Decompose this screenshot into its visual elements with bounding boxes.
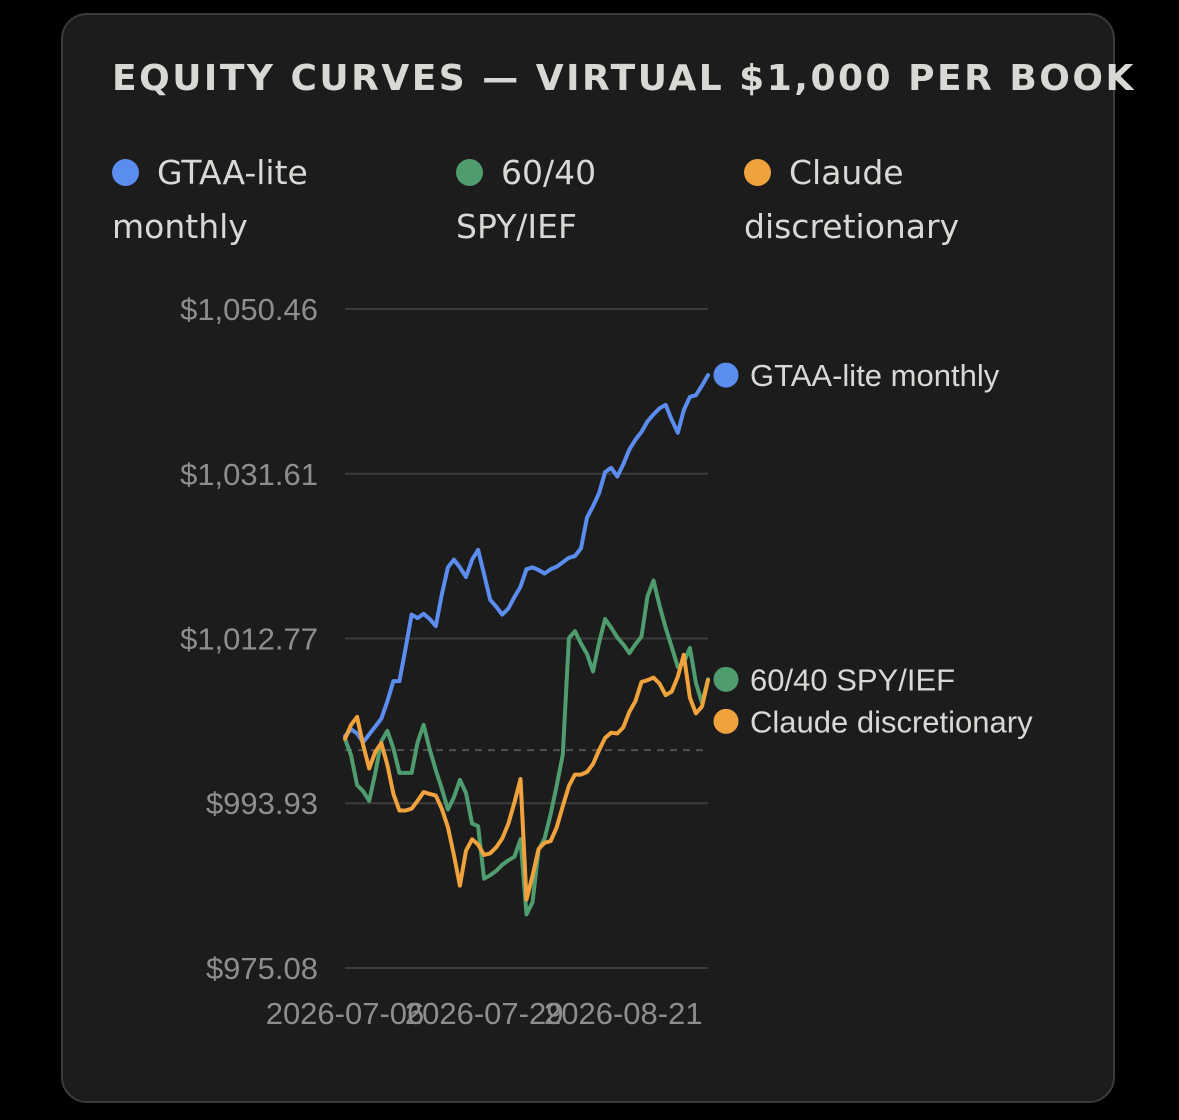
x-tick-label: 2026-07-06: [266, 996, 425, 1031]
series-line-60-40-spy-ief: [343, 578, 710, 917]
x-tick-label: 2026-07-29: [405, 996, 564, 1031]
end-marker-gtaa-lite-monthly: [713, 362, 739, 388]
end-marker-claude-discretionary: [713, 708, 739, 734]
x-tick-label: 2026-08-21: [544, 996, 703, 1031]
legend-label-claude-line2: discretionary: [744, 207, 960, 246]
end-label-60-40-spy-ief: 60/40 SPY/IEF: [750, 662, 955, 697]
end-label-gtaa-lite-monthly: GTAA-lite monthly: [750, 358, 1000, 393]
legend-label-gtaa-line1: GTAA-lite: [157, 153, 308, 192]
y-axis-ticks: $1,050.46 $1,031.61 $1,012.77 $993.93 $975.0…: [180, 292, 318, 986]
legend-swatch-gtaa: [112, 159, 139, 186]
legend-swatch-claude: [744, 159, 771, 186]
legend-label-gtaa-line2: monthly: [112, 207, 248, 246]
legend-item-6040[interactable]: 60/40 SPY/IEF: [456, 146, 596, 254]
legend-label-claude-line1: Claude: [789, 153, 904, 192]
y-tick-label: $1,031.61: [180, 457, 318, 492]
legend-item-gtaa[interactable]: GTAA-lite monthly: [112, 146, 308, 254]
legend-label-6040-line2: SPY/IEF: [456, 207, 577, 246]
series-lines: [343, 373, 710, 917]
y-tick-label: $975.08: [206, 951, 318, 986]
y-tick-label: $1,050.46: [180, 292, 318, 327]
legend-swatch-6040: [456, 159, 483, 186]
series-line-gtaa-lite-monthly: [343, 373, 710, 745]
series-line-claude-discretionary: [343, 652, 710, 902]
chart-card: [61, 13, 1115, 1103]
legend-item-claude[interactable]: Claude discretionary: [744, 146, 959, 254]
end-marker-60-40-spy-ief: [713, 666, 739, 692]
y-tick-label: $993.93: [206, 786, 318, 821]
end-labels: GTAA-lite monthly 60/40 SPY/IEF Claude dis…: [713, 358, 1033, 739]
legend-label-6040-line1: 60/40: [501, 153, 597, 192]
y-tick-label: $1,012.77: [180, 622, 318, 657]
chart-title: EQUITY CURVES — VIRTUAL $1,000 PER BOOK: [112, 58, 1136, 99]
end-label-claude-discretionary: Claude discretionary: [750, 704, 1033, 739]
